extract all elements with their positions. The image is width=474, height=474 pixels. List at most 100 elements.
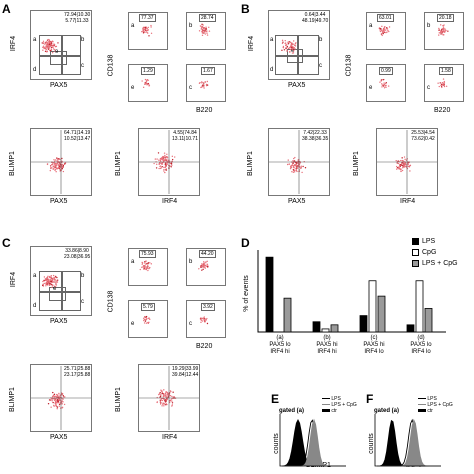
event-dot [161,162,163,164]
event-dot [296,166,298,168]
event-dot [171,155,174,158]
event-dot [202,317,204,319]
event-dot [61,393,63,395]
event-dot [54,285,56,287]
x-axis-label: PAX5 [50,82,68,89]
event-dot [56,157,58,159]
event-dot [45,47,47,50]
event-dot [439,31,442,33]
gate-a [39,35,63,57]
event-dot [166,159,168,161]
event-dot [47,280,50,282]
event-dot [292,46,294,49]
event-dot [200,25,202,27]
event-dot [54,48,56,51]
event-dot [52,163,54,165]
event-dot [43,47,45,50]
event-dot [63,403,66,406]
event-dot [52,391,54,394]
event-dot [43,276,46,278]
event-dot [158,159,160,161]
event-dot [53,405,55,407]
event-dot [291,164,293,166]
event-dot [161,405,163,407]
event-dot [384,82,387,85]
event-dot [205,83,208,86]
event-dot [407,162,409,164]
event-dot [442,27,445,29]
event-dot [206,30,208,32]
event-dot [440,84,442,87]
event-dot [59,399,61,402]
event-dot [404,165,406,168]
event-dot [147,321,149,324]
event-dot [162,395,165,398]
small-x-axis-label: B220 [434,107,451,114]
bar [424,308,433,333]
event-dot [143,26,145,28]
event-dot [161,165,163,168]
event-dot [164,154,166,157]
event-dot [174,156,176,158]
event-dot [438,27,440,30]
event-dot [57,164,59,166]
event-dot [45,45,47,47]
event-dot [53,159,55,161]
event-dot [204,267,206,269]
event-dot [55,284,58,286]
event-dot [201,266,204,268]
event-dot [162,392,164,395]
event-dot [159,165,161,168]
event-dot [399,164,401,167]
event-dot [301,171,303,174]
event-dot [58,392,60,395]
event-dot [383,83,386,86]
event-dot [205,28,207,30]
gate-d [39,55,63,75]
event-dot [171,402,174,404]
gate-e [50,51,67,65]
event-dot [61,157,63,160]
event-dot [141,263,143,265]
event-dot [58,399,60,401]
event-dot [163,157,166,159]
histogram-legend: LPS LPS + CpG ctr [418,396,453,414]
event-dot [403,156,406,158]
event-dot [160,167,163,169]
x-axis-label: PAX5 [288,82,306,89]
event-dot [402,162,405,164]
event-dot [44,43,46,45]
event-dot [206,34,209,36]
event-dot [171,404,174,406]
event-dot [50,49,53,51]
event-dot [149,262,151,264]
event-dot [56,281,59,283]
event-dot [51,400,53,402]
event-dot [146,29,149,31]
event-dot [201,25,204,28]
event-dot [54,402,56,405]
event-dot [282,45,285,48]
event-dot [160,389,162,391]
event-dot [442,25,444,27]
event-dot [62,170,65,173]
event-dot [199,81,201,84]
event-dot [383,26,386,28]
small-letter: e [131,85,135,91]
event-dot [302,165,304,168]
event-dot [294,48,296,50]
bar [283,297,292,333]
event-dot [200,266,202,269]
event-dot [443,84,445,86]
event-dot [42,40,45,43]
small-letter: e [369,85,373,91]
quadrant-values: 19.29|33.99 39.84|12.44 [172,366,199,378]
event-dot [162,403,164,405]
event-dot [283,49,286,51]
event-dot [409,164,411,167]
event-dot [290,166,293,169]
event-dot [56,393,58,396]
event-dot [442,78,445,80]
gate-c [61,291,81,311]
event-dot [203,82,205,84]
